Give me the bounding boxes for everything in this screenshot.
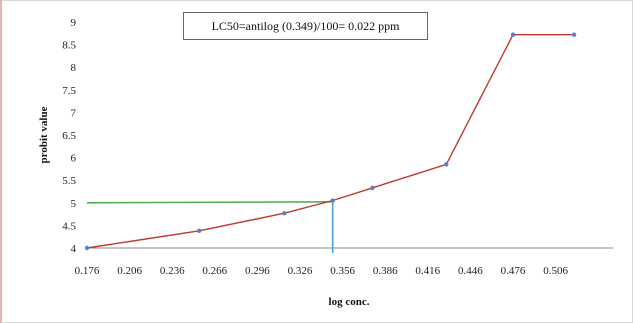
y-tick-label: 4.5 bbox=[62, 220, 76, 232]
x-tick-label: 0.506 bbox=[543, 265, 568, 277]
data-point bbox=[282, 210, 287, 216]
data-point bbox=[444, 162, 449, 167]
horizontal-reference-line bbox=[86, 201, 333, 204]
lc50-reference-lines bbox=[86, 201, 334, 253]
x-tick-label: 0.266 bbox=[202, 265, 227, 277]
y-tick-label: 9 bbox=[71, 17, 77, 29]
x-tick-label: 0.416 bbox=[415, 265, 440, 277]
y-tick-label: 6 bbox=[71, 153, 77, 165]
data-point bbox=[84, 245, 90, 251]
y-tick-label: 6.5 bbox=[62, 130, 76, 142]
data-series bbox=[84, 32, 577, 251]
left-border-rule bbox=[0, 0, 2, 323]
y-tick-label: 7 bbox=[71, 107, 77, 119]
x-tick-label: 0.176 bbox=[75, 265, 100, 277]
data-point bbox=[330, 198, 335, 203]
y-axis-label: probit value bbox=[38, 106, 50, 163]
x-tick-label: 0.326 bbox=[288, 265, 313, 277]
x-tick-label: 0.296 bbox=[245, 265, 270, 277]
data-point bbox=[370, 185, 375, 191]
x-tick-label: 0.206 bbox=[117, 265, 142, 277]
x-tick-label: 0.446 bbox=[458, 265, 483, 277]
x-tick-label: 0.236 bbox=[160, 265, 185, 277]
x-tick-label: 0.476 bbox=[501, 265, 526, 277]
x-axis-label: log conc. bbox=[329, 296, 370, 308]
lc50-annotation-text: LC50=antilog (0.349)/100= 0.022 ppm bbox=[211, 18, 400, 33]
y-tick-label: 4 bbox=[71, 243, 77, 255]
y-tick-label: 5.5 bbox=[62, 175, 76, 187]
x-tick-label: 0.386 bbox=[373, 265, 398, 277]
lc50-annotation-box: LC50=antilog (0.349)/100= 0.022 ppm bbox=[183, 12, 428, 40]
y-tick-label: 8.5 bbox=[62, 40, 76, 52]
x-tick-labels: 0.176 0.206 0.236 0.266 0.296 0.326 0.356 0.386… bbox=[75, 265, 569, 277]
data-point bbox=[510, 32, 516, 37]
y-tick-label: 8 bbox=[71, 62, 77, 74]
y-tick-label: 7.5 bbox=[62, 85, 76, 97]
y-tick-labels: 4 4.5 5 5.5 6 6.5 7 7.5 8 8.5 9 bbox=[62, 17, 76, 255]
data-point bbox=[196, 228, 202, 234]
x-tick-label: 0.356 bbox=[330, 265, 355, 277]
data-point bbox=[571, 32, 577, 37]
y-tick-label: 5 bbox=[71, 198, 77, 210]
series-line bbox=[86, 34, 575, 249]
